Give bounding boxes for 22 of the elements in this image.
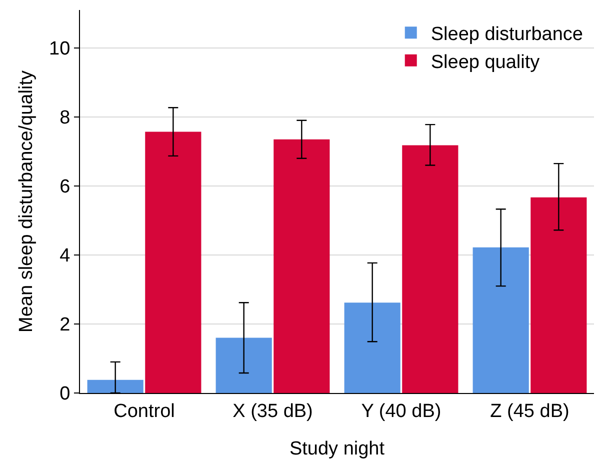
x-axis-title: Study night (289, 438, 386, 460)
x-tick-label: Y (40 dB) (361, 400, 442, 422)
bar (344, 302, 400, 393)
y-tick-label: 0 (60, 384, 70, 405)
y-axis-title: Mean sleep disturbance/quality (16, 70, 37, 332)
bar (274, 139, 330, 393)
bar (402, 145, 458, 393)
x-tick-label: Control (114, 400, 175, 422)
bar (216, 338, 272, 393)
bar (530, 197, 587, 393)
y-tick-label: 2 (60, 314, 70, 336)
y-tick-label: 4 (60, 246, 71, 267)
x-tick-label: Z (45 dB) (490, 400, 570, 422)
bar (87, 380, 144, 393)
y-tick-label: 8 (60, 108, 70, 129)
bar (145, 132, 202, 393)
legend-label: Sleep disturbance (430, 24, 583, 46)
x-tick-label: X (35 dB) (232, 400, 313, 422)
y-tick-label: 10 (49, 38, 70, 60)
bar (472, 247, 529, 393)
y-tick-label: 6 (60, 176, 70, 198)
legend-label: Sleep quality (430, 52, 540, 73)
